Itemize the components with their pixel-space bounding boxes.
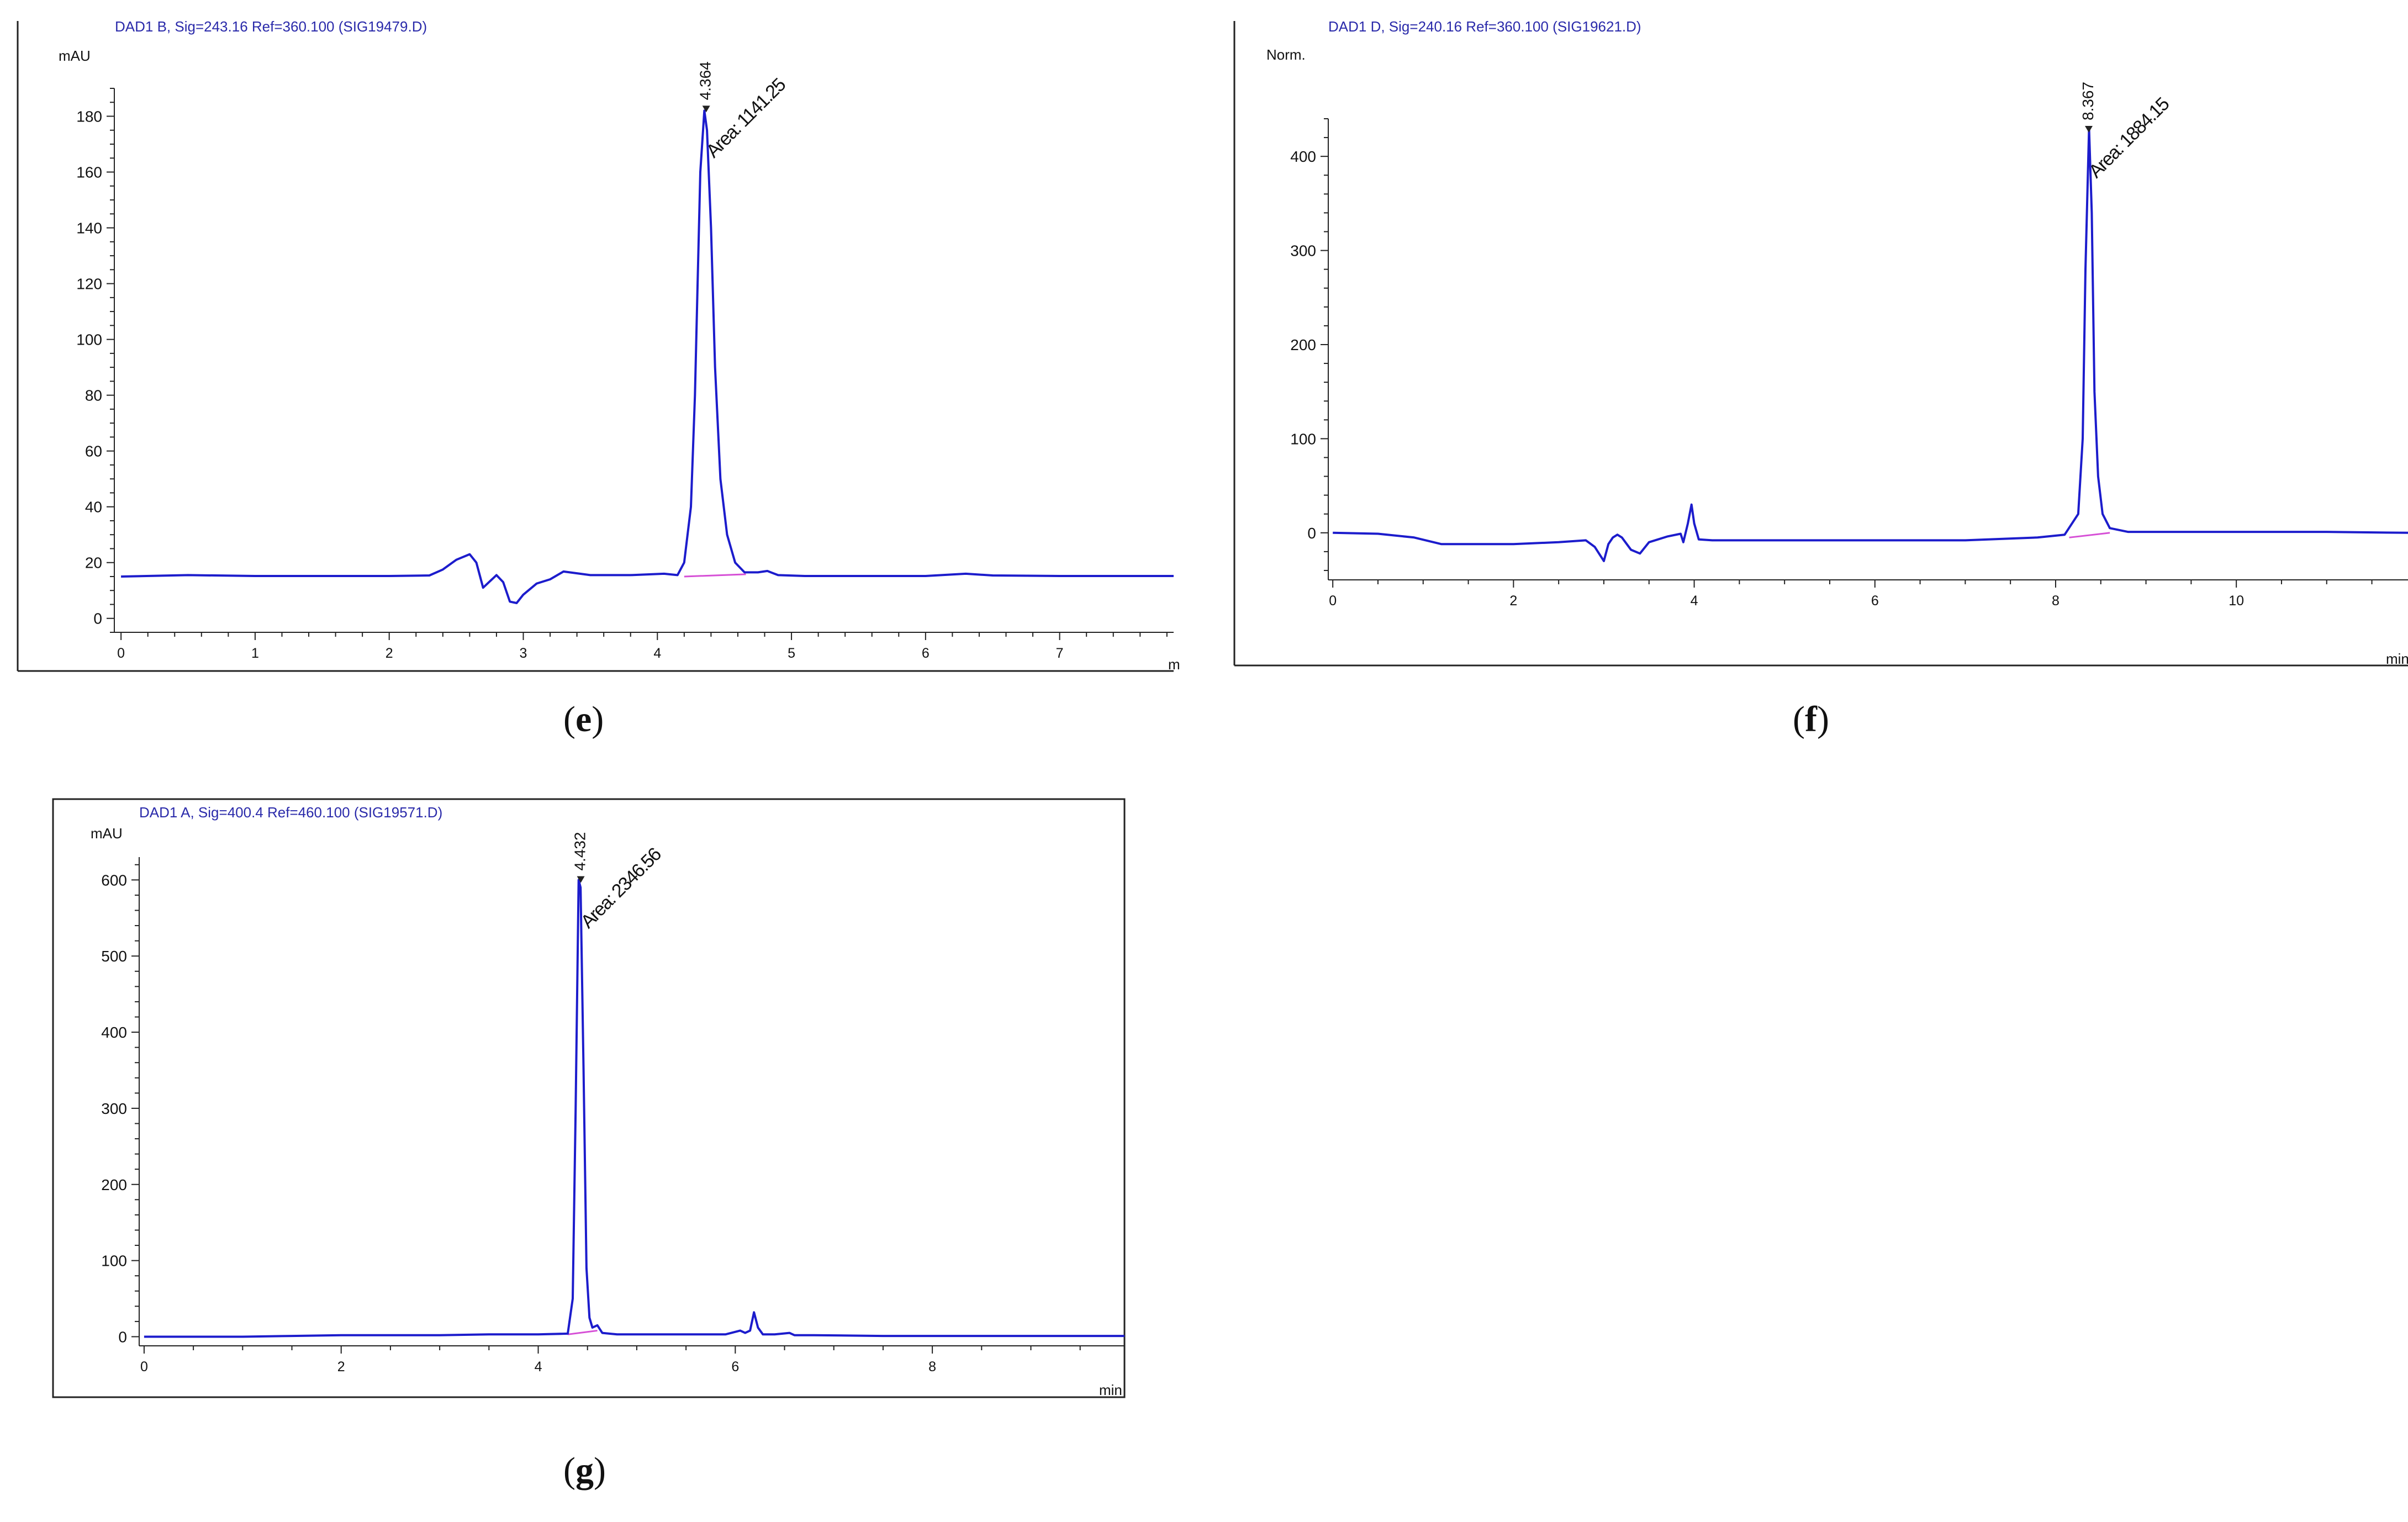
x-tick-label: 2 <box>386 646 393 661</box>
retention-time-label: 4.364 <box>697 61 714 100</box>
y-tick-label: 160 <box>76 164 102 181</box>
y-tick-label: 300 <box>101 1100 127 1117</box>
x-tick-label: 0 <box>117 646 125 661</box>
caption-g: (g) <box>563 1450 606 1491</box>
y-tick-label: 200 <box>101 1176 127 1193</box>
chromatogram-trace <box>121 109 1174 604</box>
x-tick-label: 4 <box>1691 593 1698 609</box>
x-tick-label: 6 <box>731 1359 739 1375</box>
x-tick-label: 2 <box>1509 593 1517 609</box>
x-tick-label: 8 <box>2052 593 2060 609</box>
y-tick-label: 100 <box>101 1253 127 1270</box>
y-tick-label: 0 <box>118 1328 127 1345</box>
chromatogram-panel-f: DAD1 D, Sig=240.16 Ref=360.100 (SIG19621… <box>1233 18 2408 667</box>
panel-frame <box>52 798 1126 1398</box>
panel-header: DAD1 B, Sig=243.16 Ref=360.100 (SIG19479… <box>115 18 427 35</box>
y-tick-label: 140 <box>76 220 102 237</box>
x-unit-label: min <box>2386 651 2408 667</box>
y-tick-label: 0 <box>1307 525 1316 542</box>
x-tick-label: 3 <box>520 646 527 661</box>
x-tick-label: 4 <box>653 646 661 661</box>
x-unit-label: min <box>1099 1382 1122 1398</box>
y-tick-label: 120 <box>76 276 102 293</box>
y-unit-label: Norm. <box>1266 46 1306 63</box>
x-unit-label: m <box>1168 656 1180 673</box>
y-tick-label: 400 <box>101 1024 127 1041</box>
y-tick-label: 80 <box>85 387 102 404</box>
retention-time-label: 8.367 <box>2079 82 2097 120</box>
x-tick-label: 2 <box>337 1359 345 1375</box>
y-tick-label: 100 <box>1290 430 1316 447</box>
x-tick-label: 0 <box>140 1359 148 1375</box>
peak-area-label: Area: 1141.25 <box>702 74 790 162</box>
y-tick-label: 40 <box>85 499 102 516</box>
y-tick-label: 300 <box>1290 242 1316 260</box>
peak-area-label: Area: 2346.56 <box>577 844 665 932</box>
axes-group: 0 100 200 300 400 0 2 4 6 8 10 <box>1290 118 2408 609</box>
y-tick-label: 200 <box>1290 336 1316 353</box>
caption-f: (f) <box>1793 699 1829 739</box>
chromatogram-trace <box>1333 127 2408 562</box>
x-tick-label: 6 <box>1871 593 1879 609</box>
x-tick-label: 0 <box>1329 593 1337 609</box>
axes-group: 0 100 200 300 400 500 600 0 2 4 6 8 <box>101 857 1124 1375</box>
x-tick-label: 5 <box>788 646 795 661</box>
chromatogram-panel-e: DAD1 B, Sig=243.16 Ref=360.100 (SIG19479… <box>17 18 1180 673</box>
y-tick-label: 500 <box>101 948 127 965</box>
chromatogram-panel-g: DAD1 A, Sig=400.4 Ref=460.100 (SIG19571.… <box>52 798 1126 1398</box>
peak-area-label: Area: 1884.15 <box>2085 93 2173 182</box>
integration-baseline <box>684 573 746 578</box>
caption-e: (e) <box>563 699 604 739</box>
integration-baseline <box>567 1329 598 1335</box>
y-tick-label: 0 <box>93 610 102 627</box>
y-tick-label: 180 <box>76 108 102 125</box>
axes-group: 0 20 40 60 80 100 120 140 160 180 0 1 2 3 4 5 6 7 <box>76 88 1174 661</box>
chromatogram-trace <box>144 879 1124 1338</box>
panel-header: DAD1 D, Sig=240.16 Ref=360.100 (SIG19621… <box>1328 18 1641 35</box>
y-tick-label: 60 <box>85 443 102 460</box>
peak-marker <box>2085 126 2093 133</box>
x-tick-label: 4 <box>535 1359 542 1375</box>
x-tick-label: 7 <box>1056 646 1064 661</box>
y-unit-label: mAU <box>59 47 91 64</box>
y-tick-label: 100 <box>76 331 102 348</box>
peak-marker <box>577 876 585 883</box>
integration-baseline <box>2069 532 2110 538</box>
x-tick-label: 8 <box>928 1359 936 1375</box>
x-tick-label: 6 <box>922 646 930 661</box>
y-tick-label: 20 <box>85 554 102 572</box>
y-tick-label: 600 <box>101 871 127 889</box>
retention-time-label: 4.432 <box>572 832 589 871</box>
x-tick-label: 1 <box>251 646 259 661</box>
panel-header: DAD1 A, Sig=400.4 Ref=460.100 (SIG19571.… <box>139 804 442 821</box>
y-unit-label: mAU <box>91 825 123 842</box>
y-tick-label: 400 <box>1290 148 1316 165</box>
x-tick-label: 10 <box>2229 593 2244 609</box>
peak-marker <box>702 105 710 113</box>
